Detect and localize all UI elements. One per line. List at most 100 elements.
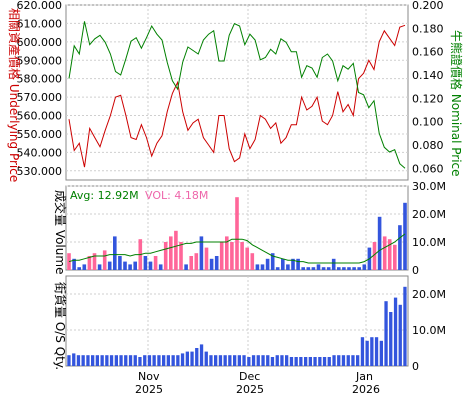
volume-bar xyxy=(194,253,199,270)
outstanding-bar xyxy=(341,355,346,366)
volume-bar xyxy=(123,261,127,270)
outstanding-bar xyxy=(166,355,170,366)
nominal-price-line xyxy=(68,21,406,169)
left-axis-title: 相關資產價格 Underlying Price xyxy=(7,8,22,182)
outstanding-bar xyxy=(233,355,237,366)
outstanding-bar xyxy=(242,355,246,366)
left-tick-label: 620.000 xyxy=(17,0,63,12)
outstanding-bar xyxy=(275,355,279,366)
volume-vol-legend: VOL: 4.18M xyxy=(145,189,208,202)
outstanding-bar xyxy=(322,357,327,366)
outstanding-tick-label: 20.0M xyxy=(412,288,446,301)
volume-bar xyxy=(148,261,153,270)
volume-tick-label: 0 xyxy=(412,264,419,277)
outstanding-bar xyxy=(398,304,402,366)
outstanding-bar xyxy=(128,355,133,366)
left-tick-label: 560.000 xyxy=(17,110,63,123)
outstanding-bar xyxy=(247,357,251,366)
outstanding-bar xyxy=(138,357,142,366)
volume-bar xyxy=(331,258,336,270)
outstanding-bar xyxy=(109,355,114,366)
outstanding-bar xyxy=(393,297,398,366)
volume-axis-title: 成交量 Volume xyxy=(53,190,68,274)
outstanding-bar xyxy=(374,337,379,366)
volume-bar xyxy=(306,267,311,270)
outstanding-bar xyxy=(91,355,95,366)
outstanding-bar xyxy=(81,355,85,366)
outstanding-bar xyxy=(105,355,109,366)
outstanding-bar xyxy=(143,355,147,366)
outstanding-bar xyxy=(384,301,388,366)
outstanding-bar xyxy=(76,355,81,366)
outstanding-bar xyxy=(147,355,152,366)
volume-bar xyxy=(184,264,188,270)
outstanding-bar xyxy=(270,357,275,366)
volume-bar xyxy=(230,242,234,270)
left-tick-label: 600.000 xyxy=(17,36,63,49)
outstanding-bar xyxy=(379,340,383,366)
outstanding-bar xyxy=(124,355,128,366)
volume-bar xyxy=(296,258,300,270)
left-tick-label: 530.000 xyxy=(17,165,63,178)
volume-bar xyxy=(255,264,260,270)
outstanding-bar xyxy=(351,355,355,366)
volume-bar xyxy=(316,264,321,270)
volume-bar xyxy=(393,244,397,270)
right-tick-label: 0.100 xyxy=(412,116,444,129)
volume-bar xyxy=(97,264,102,270)
volume-bar xyxy=(270,253,275,270)
volume-bar xyxy=(250,253,255,270)
volume-bar xyxy=(113,236,117,270)
right-axis-title: 牛熊證價格 Nominal Price xyxy=(449,30,464,177)
outstanding-bar xyxy=(356,355,360,366)
volume-bar xyxy=(286,264,290,270)
right-tick-label: 0.160 xyxy=(412,46,444,59)
outstanding-panel-frame xyxy=(65,275,409,367)
outstanding-bar xyxy=(119,355,123,366)
outstanding-bar xyxy=(289,357,294,366)
outstanding-bar xyxy=(370,337,374,366)
tick-labels: 530.000 540.000 550.000 560.000 570.000 580.0… xyxy=(17,0,446,373)
volume-bar xyxy=(214,256,219,270)
outstanding-bar xyxy=(228,355,232,366)
outstanding-bar xyxy=(204,351,208,366)
left-tick-label: 610.000 xyxy=(17,17,63,30)
volume-bar xyxy=(245,247,249,270)
outstanding-bar xyxy=(86,355,90,366)
left-tick-label: 590.000 xyxy=(17,54,63,67)
volume-bar xyxy=(128,264,132,270)
outstanding-bar xyxy=(304,357,308,366)
outstanding-bar xyxy=(157,355,161,366)
outstanding-bar xyxy=(199,344,204,366)
volume-bar xyxy=(398,225,402,270)
outstanding-bar xyxy=(360,337,365,366)
outstanding-bar xyxy=(209,355,213,366)
outstanding-bar xyxy=(332,355,336,366)
outstanding-bar xyxy=(365,340,369,366)
series-lines xyxy=(68,21,406,264)
volume-bar xyxy=(347,267,351,270)
outstanding-bar xyxy=(214,355,218,366)
volume-bar xyxy=(377,216,382,270)
volume-bar xyxy=(72,258,76,270)
volume-bar xyxy=(169,236,173,270)
left-tick-label: 580.000 xyxy=(17,73,63,86)
volume-bar xyxy=(382,236,387,270)
volume-bar xyxy=(133,261,137,270)
volume-bar xyxy=(107,261,112,270)
outstanding-bar xyxy=(152,355,156,366)
outstanding-bar xyxy=(176,355,180,366)
right-tick-label: 0.140 xyxy=(412,69,444,82)
outstanding-bar xyxy=(67,355,71,366)
right-tick-label: 0.180 xyxy=(412,22,444,35)
volume-bar xyxy=(209,258,214,270)
volume-bar xyxy=(82,264,87,270)
volume-bar xyxy=(311,267,316,270)
volume-bar xyxy=(301,267,305,270)
volume-bar xyxy=(281,258,285,270)
outstanding-bar xyxy=(327,357,331,366)
left-tick-label: 550.000 xyxy=(17,128,63,141)
outstanding-bar xyxy=(318,357,322,366)
outstanding-bar xyxy=(114,355,118,366)
volume-bar xyxy=(199,236,204,270)
